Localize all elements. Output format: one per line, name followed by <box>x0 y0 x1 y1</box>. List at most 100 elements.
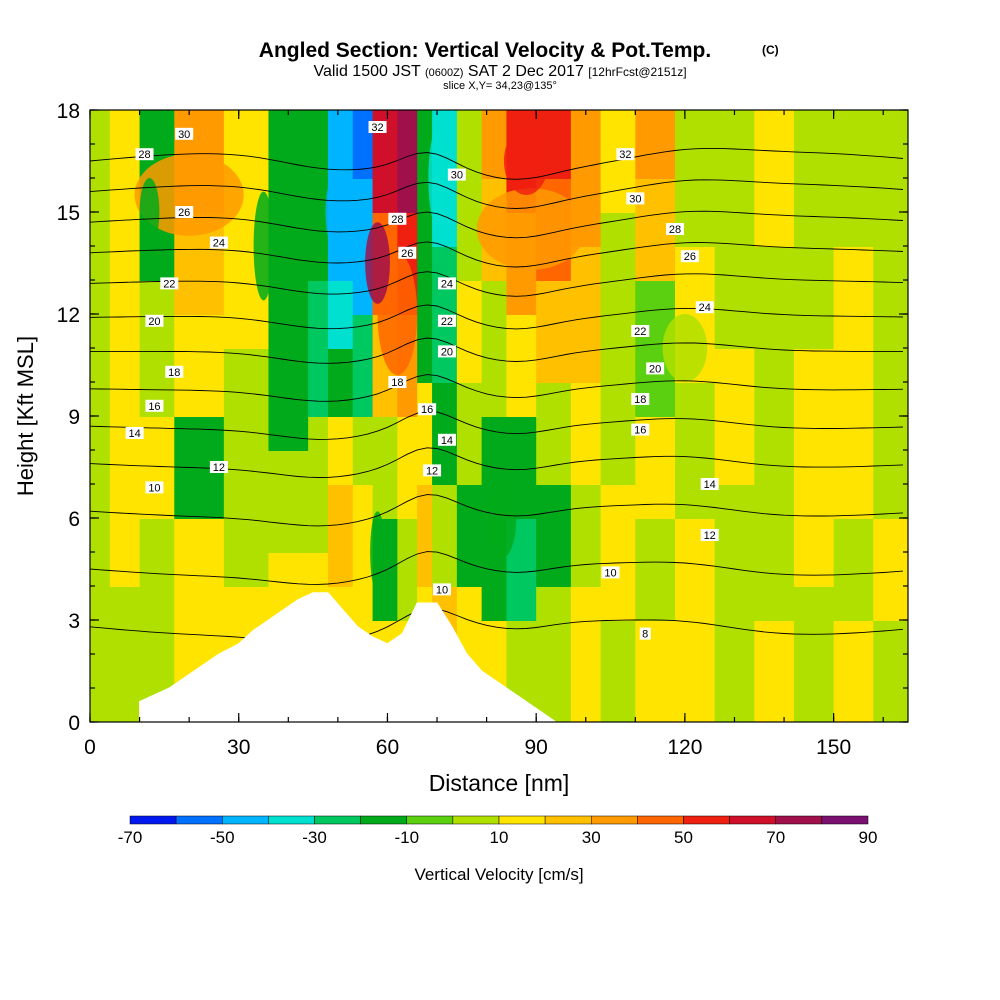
contour-label-box <box>398 246 417 259</box>
velocity-cell <box>754 620 795 722</box>
contour-label-box <box>125 427 144 439</box>
colorbar-tick-label: -30 <box>302 828 327 847</box>
velocity-cell <box>714 348 756 485</box>
contour-label: 20 <box>646 362 665 375</box>
velocity-cell <box>352 110 374 179</box>
contour-label-text: 14 <box>441 435 453 447</box>
subtitle-utc: (0600Z) <box>425 67 464 79</box>
contour-label-text: 10 <box>436 584 448 596</box>
contour-label: 10 <box>432 583 451 596</box>
contour-label-text: 16 <box>634 425 646 437</box>
contour-label-box <box>601 566 620 579</box>
contour-label-box <box>209 236 228 249</box>
contour-label: 14 <box>437 433 456 447</box>
velocity-cell <box>327 348 354 417</box>
velocity-cell <box>674 620 716 722</box>
velocity-cell <box>570 246 602 383</box>
contour-label-text: 20 <box>441 346 453 358</box>
velocity-cell <box>793 586 835 722</box>
velocity-cell <box>352 416 374 485</box>
velocity-feature <box>476 188 586 270</box>
chart-title: Angled Section: Vertical Velocity & Pot.… <box>259 39 711 62</box>
contour-label-text: 18 <box>168 367 180 379</box>
colorbar-swatch <box>637 815 684 825</box>
velocity-cell <box>833 620 875 722</box>
contour-label-text: 28 <box>138 149 150 161</box>
contour-label-box <box>437 433 456 446</box>
velocity-cell <box>873 620 908 722</box>
contour-label-box <box>175 127 194 140</box>
contour-label-text: 10 <box>148 482 160 494</box>
velocity-cell <box>600 484 637 621</box>
contour-label-box <box>432 583 451 596</box>
contour-label-box <box>160 277 179 290</box>
velocity-cell <box>536 484 572 587</box>
contour-label-box <box>646 362 665 375</box>
x-tick-label: 0 <box>84 736 96 759</box>
potential-temperature-contours <box>90 147 904 644</box>
y-tick-label: 18 <box>57 100 80 123</box>
colorbar-swatch <box>452 815 500 825</box>
velocity-cell <box>397 416 419 519</box>
velocity-cell <box>456 484 483 587</box>
theta-contour <box>90 608 904 644</box>
velocity-cell <box>635 518 676 621</box>
velocity-cell <box>714 110 756 213</box>
velocity-cell <box>397 110 419 213</box>
colorbar-tick-label: 70 <box>766 828 785 847</box>
contour-label-text: 32 <box>619 149 631 161</box>
contour-label-box <box>175 206 194 218</box>
contour-label-box <box>680 250 699 263</box>
colorbar-swatch <box>314 815 361 825</box>
velocity-feature <box>139 178 160 246</box>
contour-label-text: 20 <box>649 363 661 375</box>
velocity-cell <box>456 280 483 383</box>
y-tick-label: 3 <box>68 610 80 633</box>
contour-label: 30 <box>447 168 466 182</box>
contour-label: 28 <box>665 223 684 236</box>
contour-label: 32 <box>616 148 635 161</box>
contour-label: 24 <box>437 277 456 290</box>
contour-label-text: 22 <box>163 278 175 290</box>
theta-contour <box>90 374 904 402</box>
contour-label-box <box>626 192 645 205</box>
colorbar-swatch <box>729 815 776 825</box>
contour-label-text: 16 <box>421 404 433 416</box>
velocity-feature <box>325 171 351 253</box>
contour-label-text: 8 <box>642 629 648 641</box>
contour-label: 24 <box>209 236 228 250</box>
y-axis: 0 3 6 9 12 15 18 <box>57 100 80 735</box>
theta-contour <box>90 304 904 330</box>
colorbar-swatch <box>821 815 869 825</box>
contour-label: 16 <box>631 423 650 437</box>
contour-label: 26 <box>398 246 417 260</box>
colorbar: -70 -50 -30 -10 10 30 50 70 90 <box>118 815 877 847</box>
theta-contour <box>90 241 904 268</box>
velocity-cell <box>109 416 141 587</box>
contour-label-box <box>631 325 650 337</box>
contour-label: 8 <box>639 627 651 641</box>
y-tick-label: 9 <box>68 406 80 429</box>
velocity-cell <box>223 348 270 485</box>
contour-label-text: 10 <box>604 567 616 579</box>
figure-header: Angled Section: Vertical Velocity & Pot.… <box>259 39 779 92</box>
contour-label: 28 <box>388 212 407 226</box>
terrain <box>139 592 557 723</box>
velocity-cell <box>793 450 835 587</box>
theta-contour <box>90 337 903 364</box>
velocity-cell <box>570 484 602 587</box>
axis-ticks <box>89 109 908 723</box>
colorbar-swatch <box>498 815 546 825</box>
contour-label-box <box>437 345 456 358</box>
colorbar-swatch <box>775 815 823 825</box>
contour-label: 26 <box>175 206 194 219</box>
contour-label-text: 12 <box>426 465 438 477</box>
contour-label: 22 <box>160 277 179 290</box>
contour-label-box <box>437 314 456 327</box>
contour-label: 22 <box>631 325 650 338</box>
velocity-cell <box>432 246 458 383</box>
velocity-feature <box>662 314 708 382</box>
velocity-cell <box>327 484 354 587</box>
velocity-cell <box>456 110 483 281</box>
x-tick-label: 120 <box>667 736 702 759</box>
